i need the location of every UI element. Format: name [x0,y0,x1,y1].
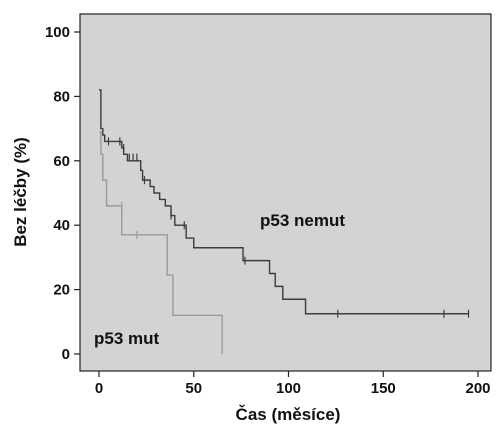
series-line-p53-nemut [99,89,469,315]
y-tick-label: 20 [53,282,70,299]
y-axis-title: Bez léčby (%) [11,137,30,247]
x-tick-label: 100 [276,380,301,397]
y-tick-label: 80 [53,88,70,105]
x-tick-label: 200 [465,380,490,397]
y-tick-label: 40 [53,217,70,234]
plot-area [79,13,492,372]
axes-layer: 0 20 40 60 80 100 0 50 100 150 200 [45,24,491,397]
x-tick-label: 0 [95,380,103,397]
series-label-p53-mut: p53 mut [94,329,160,348]
series-layer [99,89,470,354]
y-tick-label: 100 [45,24,70,41]
x-axis-title: Čas (měsíce) [236,405,341,424]
y-tick-label: 0 [62,346,70,363]
x-tick-label: 50 [185,380,202,397]
y-tick-label: 60 [53,153,70,170]
series-label-p53-nemut: p53 nemut [260,211,345,230]
x-tick-label: 150 [371,380,396,397]
